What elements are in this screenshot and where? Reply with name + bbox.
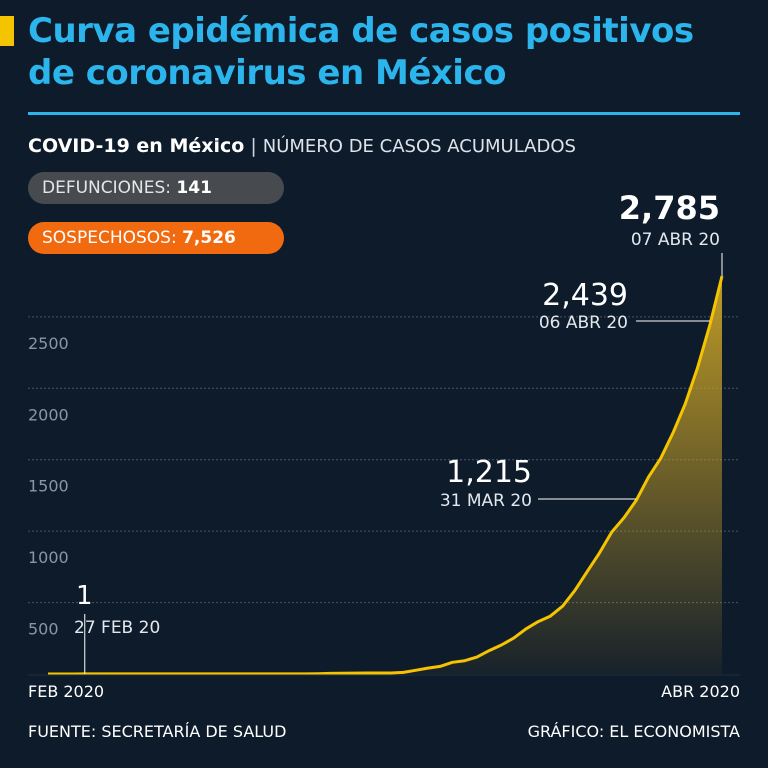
- y-tick-label-2500: 2500: [28, 334, 69, 353]
- annotation-value-apr06: 2,439: [542, 278, 628, 313]
- x-tick-label-start: FEB 2020: [28, 682, 104, 701]
- source-note: FUENTE: SECRETARÍA DE SALUD: [28, 722, 287, 741]
- subtitle-country: COVID-19 en México: [28, 135, 245, 157]
- title-divider: [28, 112, 740, 115]
- annotation-value-first: 1: [76, 581, 93, 611]
- title-accent-bar: [0, 16, 14, 46]
- annotation-date-apr07: 07 ABR 20: [631, 230, 720, 250]
- axis-layer: FEB 2020 ABR 2020: [28, 674, 740, 701]
- sospechosos-badge: SOSPECHOSOS: 7,526: [28, 222, 284, 254]
- y-tick-label-1500: 1500: [28, 477, 69, 496]
- area-fill: [48, 276, 722, 674]
- y-tick-label-500: 500: [28, 620, 59, 639]
- annotation-date-first: 27 FEB 20: [74, 618, 160, 638]
- subtitle-separator: |: [250, 135, 257, 157]
- annotation-date-mar31: 31 MAR 20: [440, 491, 532, 511]
- credit-note: GRÁFICO: EL ECONOMISTA: [527, 722, 740, 741]
- defunciones-badge: DEFUNCIONES: 141: [28, 172, 284, 204]
- annotation-value-mar31: 1,215: [446, 455, 532, 490]
- defunciones-value: 141: [176, 178, 212, 198]
- defunciones-label: DEFUNCIONES:: [42, 178, 172, 198]
- chart-subtitle: COVID-19 en México | NÚMERO DE CASOS ACUMU…: [28, 132, 576, 161]
- annotation-value-apr07: 2,785: [619, 189, 720, 227]
- sospechosos-label: SOSPECHOSOS:: [42, 228, 177, 248]
- sospechosos-value: 7,526: [182, 228, 236, 248]
- series-line: [48, 275, 724, 676]
- x-tick-label-end: ABR 2020: [661, 682, 740, 701]
- y-tick-label-1000: 1000: [28, 548, 69, 567]
- annotation-date-apr06: 06 ABR 20: [539, 313, 628, 333]
- page-title: Curva epidémica de casos positivos de co…: [28, 11, 694, 93]
- subtitle-metric: NÚMERO DE CASOS ACUMULADOS: [262, 136, 576, 157]
- y-tick-label-2000: 2000: [28, 405, 69, 424]
- area-layer: [48, 275, 724, 676]
